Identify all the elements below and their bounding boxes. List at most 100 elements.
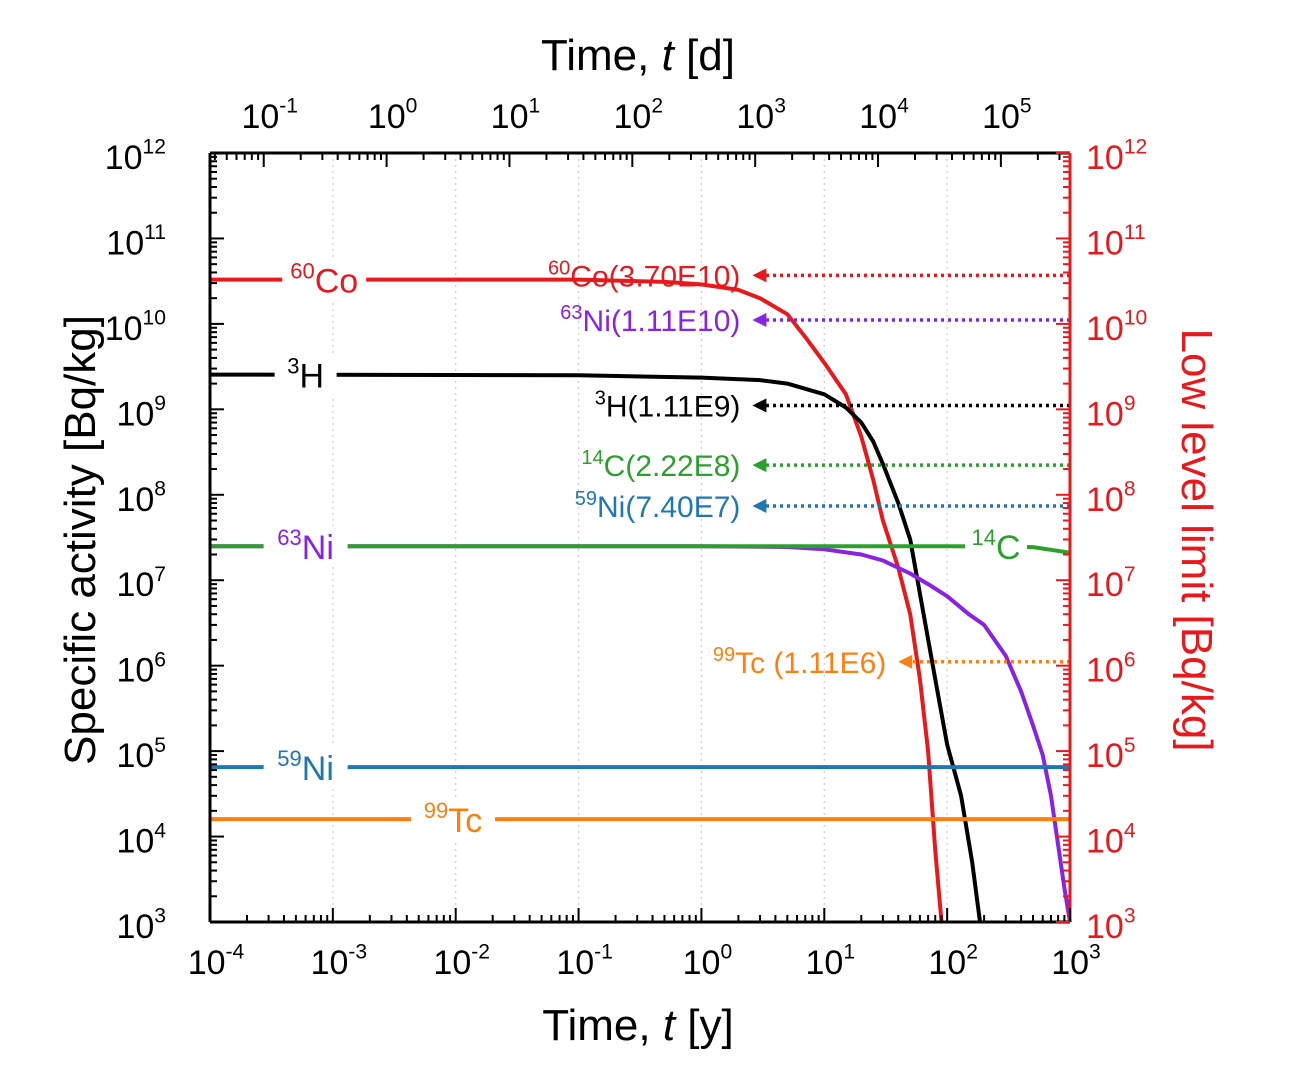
y-tick-label-left-base: 10 [116, 481, 154, 519]
y-tick-label-right: 103 [1086, 905, 1136, 946]
limit-label-mass: 99 [713, 644, 735, 666]
y-tick-label-left: 1010 [105, 307, 166, 348]
y-tick-label-left-base: 10 [116, 823, 154, 861]
x-axis-title-bottom-main: Time, [542, 1001, 663, 1050]
limit-label-99: 99Tc (1.11E6) [713, 644, 886, 680]
y-tick-label-right: 1011 [1086, 221, 1146, 262]
y-tick-label-right-exp: 4 [1124, 819, 1136, 842]
limit-arrowhead-63 [752, 313, 767, 328]
limit-arrowhead-59 [752, 498, 767, 513]
series-label-element: Ni [302, 529, 334, 567]
x-tick-label-bottom-exp: -2 [471, 941, 490, 964]
x-tick-label-top-exp: 2 [651, 95, 663, 118]
y-tick-label-right-exp: 3 [1124, 905, 1136, 928]
limit-arrowhead-60 [752, 268, 767, 283]
series-label-element: C [996, 529, 1021, 567]
limit-label-text: Ni(1.11E10) [583, 305, 741, 338]
limit-label-text: Tc (1.11E6) [735, 647, 886, 680]
y-tick-label-left-exp: 11 [144, 221, 166, 244]
x-tick-label-bottom: 10-4 [188, 941, 245, 982]
limit-label-59: 59Ni(7.40E7) [575, 488, 741, 524]
series-label-bg [410, 799, 495, 840]
y-tick-label-left-exp: 8 [154, 477, 166, 500]
series-label-element: Ni [302, 750, 334, 788]
series-lines [209, 277, 1072, 923]
y-tick-label-right: 1012 [1086, 136, 1147, 177]
y-tick-label-right-exp: 12 [1124, 136, 1147, 159]
x-tick-label-bottom: 10-2 [433, 941, 490, 982]
y-tick-label-left-base: 10 [116, 566, 154, 604]
y-tick-label-left: 1012 [105, 136, 166, 177]
y-tick-label-left: 106 [116, 648, 166, 689]
y-axis-title-right: Low level limit [Bq/kg] [1172, 328, 1221, 751]
y-tick-label-left-exp: 3 [154, 905, 166, 928]
limit-label-text: Ni(7.40E7) [597, 491, 740, 524]
y-tick-label-left-base: 10 [116, 737, 154, 775]
y-tick-label-right-base: 10 [1086, 823, 1124, 861]
y-tick-label-right-base: 10 [1086, 139, 1124, 177]
x-axis-title-top-main: Time, [541, 31, 662, 80]
x-tick-label-bottom-exp: 0 [720, 941, 732, 964]
x-tick-label-bottom-exp: -1 [594, 941, 613, 964]
x-tick-label-top: 102 [614, 95, 664, 136]
x-tick-label-bottom-base: 10 [928, 944, 966, 982]
y-tick-label-left-base: 10 [105, 310, 143, 348]
x-tick-label-top: 105 [982, 95, 1032, 136]
x-tick-label-bottom: 10-3 [311, 941, 368, 982]
series-label-99tc: 99Tc [424, 798, 482, 840]
series-label-element: Tc [448, 802, 482, 840]
y-tick-label-right-exp: 9 [1124, 392, 1136, 415]
x-tick-label-top-base: 10 [241, 98, 279, 136]
series-label-bg [274, 354, 337, 395]
y-tick-label-right: 107 [1086, 563, 1136, 604]
y-tick-label-left-exp: 5 [154, 734, 166, 757]
x-tick-label-bottom-base: 10 [188, 944, 226, 982]
series-line-63ni [210, 544, 1072, 923]
x-tick-label-bottom-exp: 1 [843, 941, 855, 964]
x-tick-label-top-exp: 0 [406, 95, 418, 118]
series-label-mass: 63 [277, 525, 301, 550]
y-tick-label-right-base: 10 [1086, 652, 1124, 690]
series-label-mass: 59 [277, 746, 301, 771]
limit-label-60: 60Co(3.70E10) [548, 257, 740, 293]
limit-label-3: 3H(1.11E9) [595, 387, 741, 423]
x-tick-label-top-base: 10 [859, 98, 897, 136]
y-tick-label-right-base: 10 [1086, 395, 1124, 433]
x-axis-title-bottom: Time, t [y] [542, 1001, 734, 1050]
limit-label-text: Co(3.70E10) [570, 260, 740, 293]
x-tick-label-bottom-exp: -4 [226, 941, 245, 964]
x-tick-label-top-base: 10 [736, 98, 774, 136]
plot-axes [208, 151, 1072, 924]
y-tick-label-right-exp: 8 [1124, 477, 1136, 500]
x-axis-title-top-var: t [662, 31, 676, 80]
y-tick-label-right-base: 10 [1086, 566, 1124, 604]
limit-label-63: 63Ni(1.11E10) [560, 302, 740, 338]
series-label-63ni: 63Ni [277, 525, 334, 567]
series-label-bg [282, 259, 367, 300]
limit-label-mass: 59 [575, 488, 597, 510]
y-tick-label-right-base: 10 [1086, 224, 1124, 262]
limit-arrowhead-14 [752, 458, 767, 473]
y-tick-label-right: 109 [1086, 392, 1136, 433]
y-tick-label-left-base: 10 [106, 224, 144, 262]
x-tick-label-top-base: 10 [982, 98, 1020, 136]
x-tick-label-top-base: 10 [614, 98, 652, 136]
x-tick-label-top-base: 10 [491, 98, 529, 136]
series-label-mass: 60 [290, 259, 314, 284]
x-tick-label-top: 104 [859, 95, 909, 136]
x-tick-label-top-base: 10 [368, 98, 406, 136]
x-tick-label-top-exp: 4 [897, 95, 909, 118]
y-tick-label-right-exp: 6 [1124, 648, 1136, 671]
y-tick-label-left-exp: 9 [154, 392, 166, 415]
x-tick-label-bottom-base: 10 [806, 944, 844, 982]
series-label-bg [263, 747, 348, 788]
y-tick-label-right: 108 [1086, 477, 1136, 518]
x-tick-label-bottom: 10-1 [556, 941, 613, 982]
series-line-3h [209, 372, 982, 923]
series-label-14c: 14C [972, 525, 1021, 567]
limit-label-mass: 14 [581, 447, 603, 469]
x-tick-label-bottom-base: 10 [311, 944, 349, 982]
y-tick-label-right-exp: 10 [1124, 307, 1147, 330]
